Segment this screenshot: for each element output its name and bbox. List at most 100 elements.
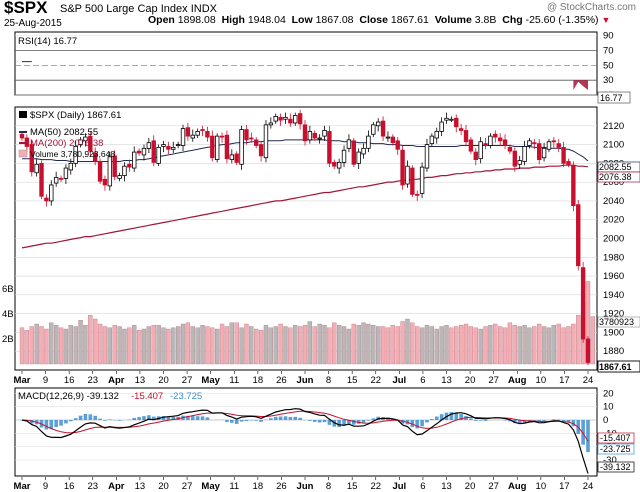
candle-body <box>214 135 220 161</box>
candle-body <box>341 149 347 163</box>
volume-bar <box>332 322 337 365</box>
legend-price: $SPX (Daily) 1867.61 <box>30 110 121 121</box>
macd-tick-label: 10 <box>603 402 614 413</box>
volume-bar <box>44 328 49 365</box>
volume-bar <box>297 326 303 365</box>
volume-bar <box>146 326 152 365</box>
macd-x-label: 13 <box>135 481 146 492</box>
volume-bar <box>293 325 298 365</box>
macd-hist-bar <box>88 414 93 420</box>
candle-body <box>493 133 498 138</box>
volume-bar <box>249 326 254 365</box>
candle-body <box>68 162 73 171</box>
macd-hist-bar <box>225 420 229 422</box>
volume-bar <box>180 323 186 365</box>
candle-body <box>346 139 352 149</box>
volume-bar <box>244 323 249 365</box>
change-label: Chg <box>502 14 523 26</box>
volume-bar <box>390 325 395 365</box>
macd-hist-bar <box>147 415 151 420</box>
candle-body <box>385 136 391 139</box>
candle-body <box>576 204 581 267</box>
volume-bar <box>132 325 137 365</box>
quote-date: 25-Aug-2015 <box>4 18 62 29</box>
candle-body <box>146 142 152 149</box>
price-x-label: 27 <box>488 375 499 386</box>
candle-body <box>219 135 225 138</box>
candle-body <box>419 166 425 194</box>
candle-body <box>336 162 342 169</box>
candle-body <box>371 124 376 135</box>
candle-body <box>322 130 327 137</box>
price-x-label: 24 <box>583 375 594 386</box>
candle-body <box>424 144 430 169</box>
volume-bar <box>268 327 273 365</box>
candle-body <box>488 135 493 146</box>
volume-bar <box>205 326 210 365</box>
macd-hist-bar <box>230 420 234 423</box>
candle-body <box>502 139 508 146</box>
candle-body <box>141 147 147 156</box>
candle-body <box>541 147 547 159</box>
index-full-name: S&P 500 Large Cap Index <box>60 3 188 15</box>
candle-body <box>566 161 571 165</box>
volume-bar <box>307 321 313 365</box>
volume-bar <box>117 326 122 365</box>
price-x-label: 27 <box>182 375 193 386</box>
candle-body <box>127 163 132 168</box>
candle-body <box>166 146 171 150</box>
candle-body <box>180 128 186 146</box>
candle-body <box>571 164 576 207</box>
price-value-tags: 2082.55 2076.38 3780923 1867.61 <box>597 161 640 373</box>
candle-body <box>468 139 474 152</box>
candle-body <box>175 144 181 146</box>
candle-body <box>312 132 317 139</box>
candle-body <box>283 116 288 120</box>
legend-volume: Volume 3,780,923,648 <box>30 149 115 159</box>
volume-bar <box>302 325 308 365</box>
volume-bar <box>458 325 464 365</box>
volume-bar <box>473 327 478 365</box>
volume-bar <box>156 325 161 365</box>
volume-bar <box>341 326 347 365</box>
volume-bar <box>200 325 205 365</box>
candle-body <box>332 162 337 167</box>
macd-hist-bar <box>103 420 107 421</box>
volume-bar <box>29 326 34 365</box>
candle-body <box>400 149 405 186</box>
macd-hist-bar <box>239 420 244 422</box>
candle-body <box>351 140 356 165</box>
candle-body <box>83 136 88 142</box>
candle-body <box>507 146 513 152</box>
macd-hist-bar <box>410 420 415 428</box>
macd-hist-bar <box>581 420 585 445</box>
macd-signal-tag: -15.407 <box>600 433 631 443</box>
price-x-label: 16 <box>64 375 75 386</box>
high-label: High <box>221 14 245 26</box>
price-x-label: 13 <box>441 375 452 386</box>
candle-body <box>449 118 454 121</box>
high-value: 1948.04 <box>247 14 286 26</box>
ohlc-summary: Open 1898.08 High 1948.04 Low 1867.08 Cl… <box>148 14 610 26</box>
macd-hist-bar <box>586 420 590 453</box>
candle-body <box>161 144 166 147</box>
volume-swatch <box>18 149 28 158</box>
macd-x-label: 11 <box>229 481 239 492</box>
volume-bar <box>410 322 415 365</box>
macd-hist-bar <box>142 416 146 420</box>
candle-body <box>88 135 93 152</box>
volume-bar <box>175 326 181 365</box>
volume-bar <box>346 328 352 365</box>
candle-body <box>273 115 278 122</box>
macd-hist-bar <box>298 417 302 420</box>
volume-bar <box>415 326 420 365</box>
volume-bar <box>254 328 259 365</box>
price-x-label: 26 <box>276 375 287 386</box>
down-triangle-icon: ▼ <box>601 15 611 25</box>
macd-hist-bar <box>571 420 576 427</box>
candle-body <box>254 139 259 146</box>
volume-bar <box>385 327 391 365</box>
candle-body <box>249 137 254 140</box>
volume-label: Volume <box>434 14 472 26</box>
volume-bar <box>68 325 73 365</box>
